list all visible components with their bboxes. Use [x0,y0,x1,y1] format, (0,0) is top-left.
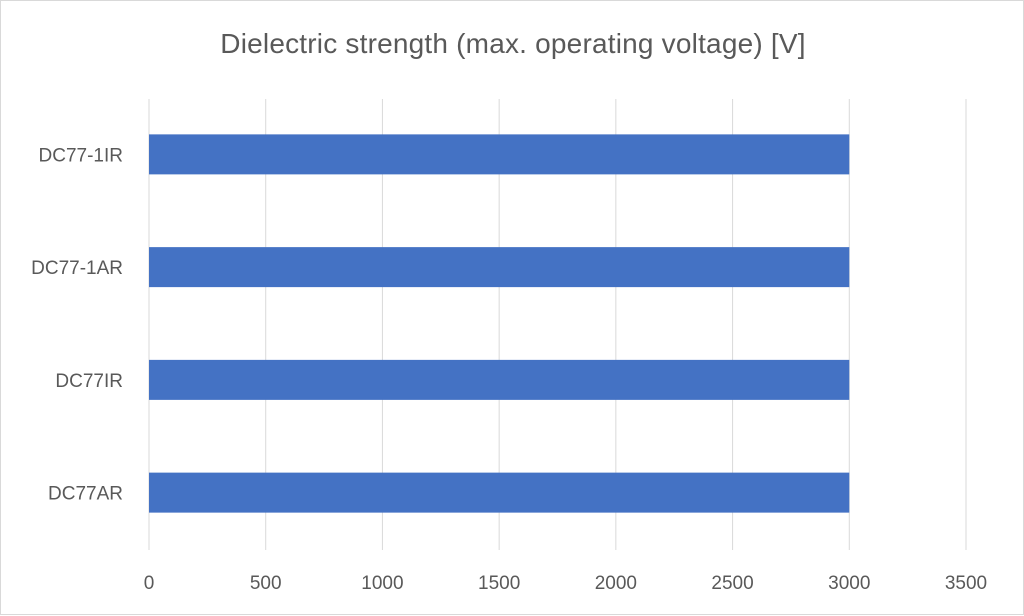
y-category-label: DC77AR [48,484,123,505]
x-tick-label: 2500 [711,573,753,594]
x-tick-label: 2000 [595,573,637,594]
x-tick-label: 3500 [945,573,987,594]
x-tick-label: 1500 [478,573,520,594]
x-tick-label: 3000 [828,573,870,594]
bar-DC77IR [149,359,850,400]
x-tick-label: 0 [144,573,155,594]
y-category-label: DC77-1IR [39,145,123,166]
chart-title: Dielectric strength (max. operating volt… [220,28,806,59]
bar-DC77-1AR [149,247,850,288]
bar-DC77-1IR [149,134,850,175]
y-category-label: DC77IR [55,371,123,392]
y-category-label: DC77-1AR [31,258,123,279]
x-tick-label: 1000 [361,573,403,594]
bar-DC77AR [149,472,850,513]
x-tick-label: 500 [250,573,282,594]
